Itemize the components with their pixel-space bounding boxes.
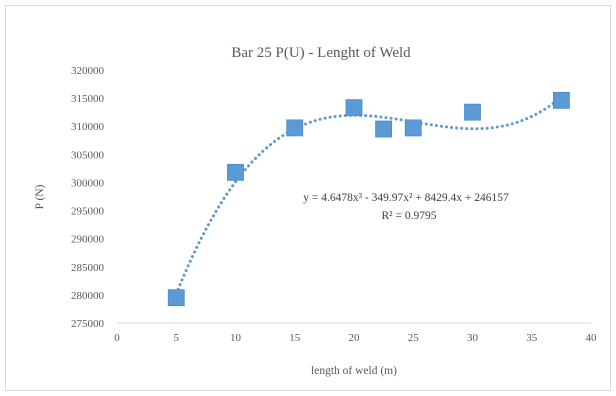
y-tick-label: 300000 (71, 177, 105, 189)
data-point-marker (404, 119, 422, 137)
x-tick-label: 30 (467, 332, 479, 344)
data-point-marker (286, 119, 304, 137)
scatter-chart: Bar 25 P(U) - Lenght of Weld 275000 28000… (34, 45, 597, 377)
trendline-equation: y = 4.6478x³ - 349.97x² + 8429.4x + 2461… (303, 192, 509, 204)
y-tick-label: 310000 (71, 121, 105, 133)
x-axis-ticks: 0 5 10 15 20 25 30 35 40 (114, 332, 597, 344)
x-tick-label: 20 (349, 332, 361, 344)
x-tick-label: 15 (289, 332, 301, 344)
y-axis-ticks: 275000 280000 285000 290000 295000 300000 3050… (71, 65, 105, 330)
data-point-marker (375, 120, 393, 138)
x-tick-label: 40 (586, 332, 598, 344)
trendline (174, 95, 563, 296)
x-tick-label: 25 (408, 332, 420, 344)
data-points (167, 91, 570, 307)
data-point-marker (464, 103, 481, 121)
chart-title: Bar 25 P(U) - Lenght of Weld (231, 45, 411, 61)
r-squared-label: R² = 0.9795 (382, 210, 437, 222)
data-point-marker (345, 99, 363, 117)
x-tick-label: 5 (174, 332, 180, 344)
x-tick-label: 35 (526, 332, 538, 344)
data-point-marker (227, 163, 244, 181)
x-tick-label: 0 (114, 332, 120, 344)
x-tick-label: 10 (230, 332, 242, 344)
y-tick-label: 280000 (71, 290, 105, 302)
y-tick-label: 315000 (71, 93, 105, 105)
y-tick-label: 285000 (71, 262, 105, 274)
data-point-marker (167, 289, 185, 307)
y-tick-label: 305000 (71, 149, 105, 161)
x-axis-title: length of weld (m) (311, 365, 397, 377)
y-tick-label: 320000 (71, 65, 105, 77)
y-axis-title: P (N) (34, 184, 46, 209)
y-tick-label: 290000 (71, 234, 105, 246)
data-point-marker (552, 91, 570, 109)
y-tick-label: 295000 (71, 206, 105, 218)
chart-container: Bar 25 P(U) - Lenght of Weld 275000 28000… (5, 5, 611, 391)
y-tick-label: 275000 (71, 318, 105, 330)
